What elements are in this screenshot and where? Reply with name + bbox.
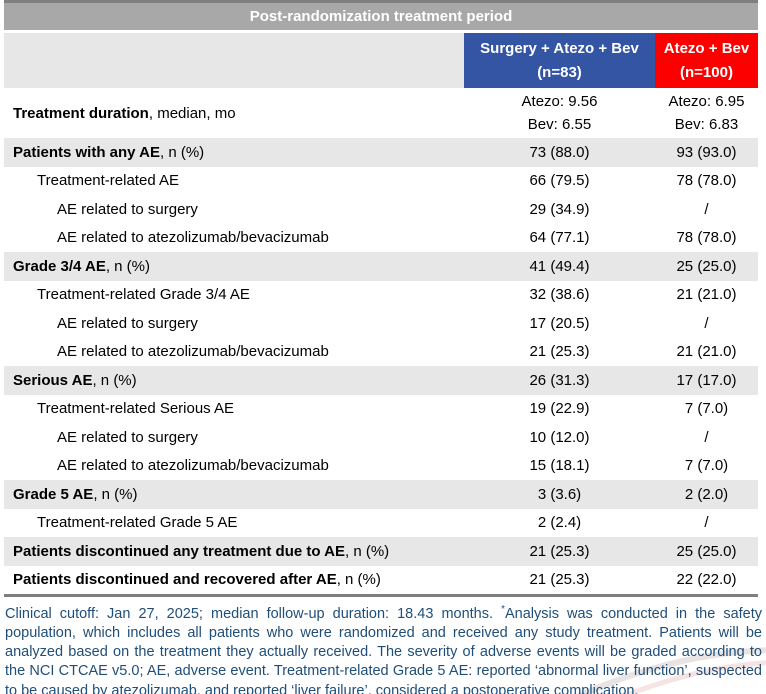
column-header-arm-n: (n=100): [680, 63, 733, 81]
column-header-arm-name: Surgery + Atezo + Bev: [480, 39, 639, 57]
value-atezo-bev-arm: /: [704, 514, 709, 532]
row-label: Treatment-related AE: [37, 172, 180, 190]
value-atezo-bev-arm: /: [704, 200, 709, 218]
table-row: Patients with any AE, n (%) 73 (88.0) 93…: [4, 138, 758, 167]
ae-table: Post-randomization treatment period Surg…: [4, 0, 758, 597]
value-surgery-arm: 17 (20.5): [529, 314, 590, 332]
value-surgery-arm: 66 (79.5): [529, 172, 590, 190]
row-label: AE related to atezolizumab/bevacizumab: [57, 229, 329, 247]
row-label: AE related to surgery: [57, 428, 198, 446]
row-label: Treatment duration, median, mo: [13, 104, 236, 122]
title-gap: [4, 30, 758, 33]
value-atezo-bev-arm: /: [704, 428, 709, 446]
table-top-border: [4, 0, 758, 3]
row-label: Grade 5 AE, n (%): [13, 485, 138, 503]
row-label: Serious AE, n (%): [13, 371, 137, 389]
value-surgery-arm: 26 (31.3): [529, 371, 590, 389]
value-atezo-bev-arm: 93 (93.0): [676, 143, 737, 161]
table-row: Treatment-related Grade 5 AE 2 (2.4) /: [4, 509, 758, 538]
value-surgery-arm: 21 (25.3): [529, 571, 590, 589]
table-row: Grade 3/4 AE, n (%) 41 (49.4) 25 (25.0): [4, 252, 758, 281]
value-surgery-arm: 10 (12.0): [529, 428, 590, 446]
table-row: AE related to surgery 17 (20.5) /: [4, 309, 758, 338]
value-atezo-bev-arm: 22 (22.0): [676, 571, 737, 589]
value-surgery-arm: 15 (18.1): [529, 457, 590, 475]
column-header-arm-name: Atezo + Bev: [663, 39, 750, 57]
column-header-atezo-bev: Atezo + Bev (n=100): [655, 33, 758, 88]
value-surgery-arm: 21 (25.3): [529, 343, 590, 361]
value-surgery-arm: Atezo: 9.56 Bev: 6.55: [521, 93, 598, 133]
value-surgery-arm: 41 (49.4): [529, 257, 590, 275]
row-label: Patients discontinued and recovered afte…: [13, 571, 381, 589]
row-label: Treatment-related Grade 5 AE: [37, 514, 238, 532]
value-atezo-bev-arm: 25 (25.0): [676, 257, 737, 275]
table-row: Grade 5 AE, n (%) 3 (3.6) 2 (2.0): [4, 480, 758, 509]
row-label: Grade 3/4 AE, n (%): [13, 257, 151, 275]
value-atezo-bev-arm: /: [704, 314, 709, 332]
value-atezo-bev-arm: 21 (21.0): [676, 343, 737, 361]
table-row: Serious AE, n (%) 26 (31.3) 17 (17.0): [4, 366, 758, 395]
value-atezo-bev-arm: 25 (25.0): [676, 542, 737, 560]
value-surgery-arm: 32 (38.6): [529, 286, 590, 304]
value-surgery-arm: 73 (88.0): [529, 143, 590, 161]
row-label: AE related to surgery: [57, 200, 198, 218]
column-header-surgery-atezo-bev: Surgery + Atezo + Bev (n=83): [464, 33, 655, 88]
table-row: AE related to surgery 29 (34.9) /: [4, 195, 758, 224]
table-title-bar: Post-randomization treatment period: [4, 3, 758, 30]
footnote-text-1: Clinical cutoff: Jan 27, 2025; median fo…: [5, 605, 502, 622]
column-header-arm-n: (n=83): [537, 63, 582, 81]
value-surgery-arm: 2 (2.4): [537, 514, 582, 532]
table-row: Patients discontinued any treatment due …: [4, 537, 758, 566]
value-atezo-bev-arm: 2 (2.0): [684, 485, 729, 503]
footnote-text-2: Analysis was conducted in the safety pop…: [5, 605, 763, 694]
table-row: AE related to atezolizumab/bevacizumab 2…: [4, 338, 758, 367]
footnote: Clinical cutoff: Jan 27, 2025; median fo…: [5, 600, 762, 694]
value-atezo-bev-arm: 21 (21.0): [676, 286, 737, 304]
value-atezo-bev-arm: 17 (17.0): [676, 371, 737, 389]
value-atezo-bev-arm: 7 (7.0): [684, 400, 729, 418]
row-label: Patients with any AE, n (%): [13, 143, 205, 161]
value-atezo-bev-arm: Atezo: 6.95 Bev: 6.83: [668, 93, 745, 133]
value-surgery-arm: 29 (34.9): [529, 200, 590, 218]
row-label: AE related to atezolizumab/bevacizumab: [57, 343, 329, 361]
column-header-row: Surgery + Atezo + Bev (n=83) Atezo + Bev…: [4, 33, 758, 88]
table-row: AE related to surgery 10 (12.0) /: [4, 423, 758, 452]
column-header-spacer: [4, 33, 464, 88]
value-atezo-bev-arm: 78 (78.0): [676, 172, 737, 190]
table-bottom-border: [4, 594, 758, 597]
table-row: Treatment-related AE 66 (79.5) 78 (78.0): [4, 167, 758, 196]
value-surgery-arm: 3 (3.6): [537, 485, 582, 503]
value-surgery-arm: 19 (22.9): [529, 400, 590, 418]
row-label: Patients discontinued any treatment due …: [13, 542, 390, 560]
row-label: AE related to surgery: [57, 314, 198, 332]
row-label: Treatment-related Grade 3/4 AE: [37, 286, 250, 304]
table-row: Patients discontinued and recovered afte…: [4, 566, 758, 595]
row-label: AE related to atezolizumab/bevacizumab: [57, 457, 329, 475]
table-row: AE related to atezolizumab/bevacizumab 6…: [4, 224, 758, 253]
footnote-asterisk: *: [501, 604, 505, 615]
value-surgery-arm: 21 (25.3): [529, 542, 590, 560]
row-label: Treatment-related Serious AE: [37, 400, 235, 418]
table-title: Post-randomization treatment period: [249, 8, 513, 25]
table-row: Treatment-related Serious AE 19 (22.9) 7…: [4, 395, 758, 424]
value-surgery-arm: 64 (77.1): [529, 229, 590, 247]
table-row-treatment-duration: Treatment duration, median, mo Atezo: 9.…: [4, 88, 758, 138]
value-atezo-bev-arm: 7 (7.0): [684, 457, 729, 475]
table-row: Treatment-related Grade 3/4 AE 32 (38.6)…: [4, 281, 758, 310]
table-row: AE related to atezolizumab/bevacizumab 1…: [4, 452, 758, 481]
value-atezo-bev-arm: 78 (78.0): [676, 229, 737, 247]
